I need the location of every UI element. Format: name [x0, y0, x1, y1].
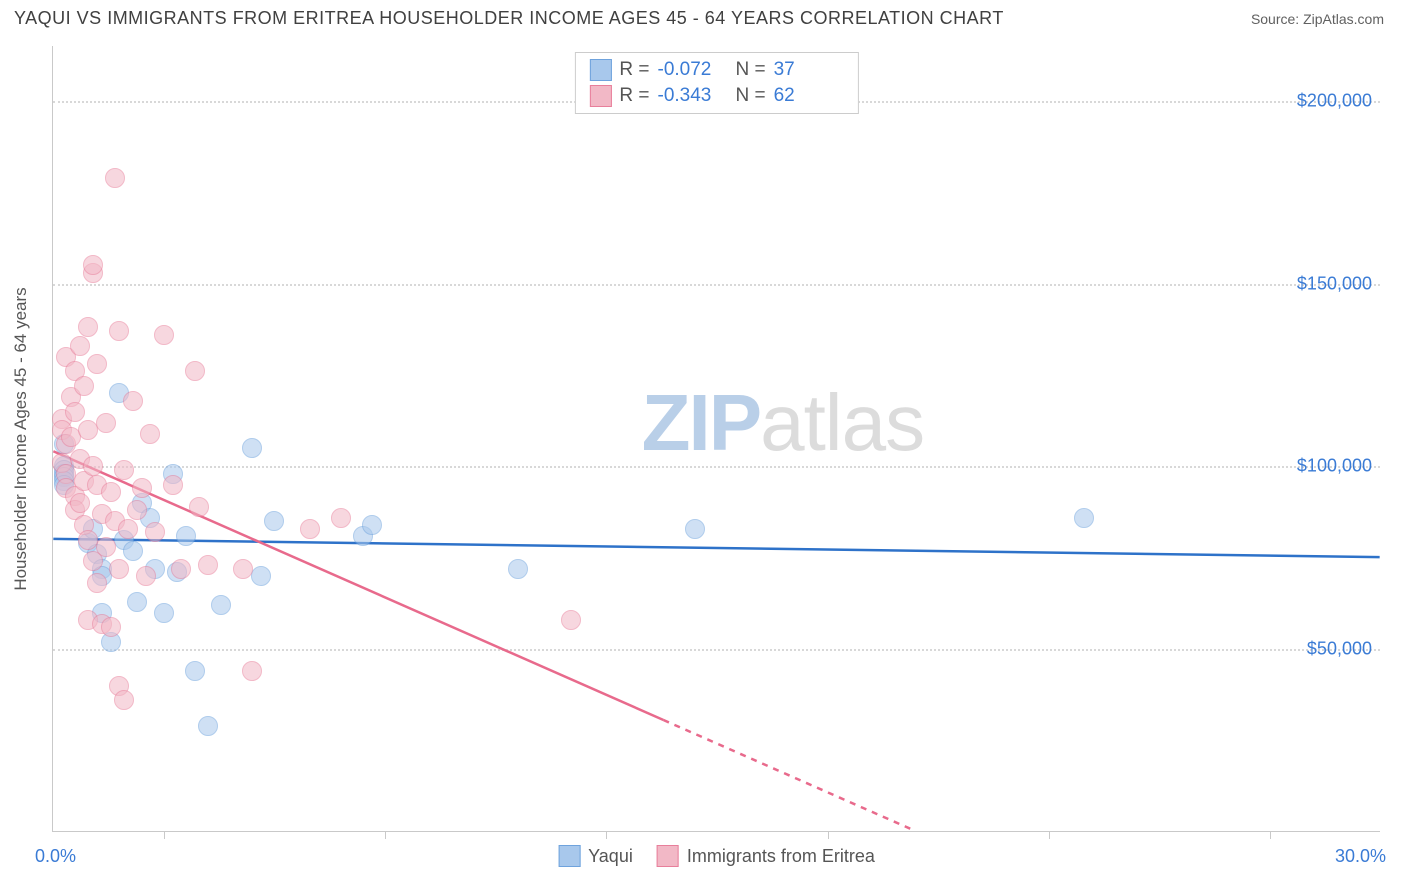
- gridline: [53, 649, 1380, 651]
- n-value: 37: [774, 59, 844, 81]
- data-point: [127, 500, 147, 520]
- legend-swatch: [558, 845, 580, 867]
- data-point: [87, 354, 107, 374]
- correlation-legend: R = -0.072 N = 37 R = -0.343 N = 62: [574, 52, 858, 114]
- n-label: N =: [736, 85, 766, 107]
- legend-swatch: [589, 85, 611, 107]
- data-point: [96, 537, 116, 557]
- data-point: [242, 438, 262, 458]
- data-point: [561, 610, 581, 630]
- data-point: [65, 402, 85, 422]
- source-attribution: Source: ZipAtlas.com: [1251, 11, 1384, 27]
- data-point: [508, 559, 528, 579]
- x-tick: [828, 831, 829, 839]
- data-point: [101, 482, 121, 502]
- data-point: [87, 573, 107, 593]
- legend-swatch: [589, 59, 611, 81]
- n-label: N =: [736, 59, 766, 81]
- y-tick-label: $50,000: [1307, 639, 1372, 660]
- n-value: 62: [774, 85, 844, 107]
- data-point: [78, 317, 98, 337]
- data-point: [145, 522, 165, 542]
- r-label: R =: [619, 85, 649, 107]
- data-point: [140, 424, 160, 444]
- data-point: [118, 519, 138, 539]
- series-name: Immigrants from Eritrea: [687, 846, 875, 867]
- data-point: [127, 592, 147, 612]
- x-tick: [385, 831, 386, 839]
- legend-row: R = -0.343 N = 62: [589, 83, 843, 109]
- data-point: [109, 559, 129, 579]
- data-point: [176, 526, 196, 546]
- data-point: [70, 493, 90, 513]
- data-point: [198, 555, 218, 575]
- data-point: [70, 336, 90, 356]
- data-point: [74, 376, 94, 396]
- data-point: [211, 595, 231, 615]
- data-point: [362, 515, 382, 535]
- data-point: [163, 475, 183, 495]
- data-point: [300, 519, 320, 539]
- data-point: [132, 478, 152, 498]
- legend-row: R = -0.072 N = 37: [589, 57, 843, 83]
- data-point: [154, 325, 174, 345]
- data-point: [1074, 508, 1094, 528]
- data-point: [264, 511, 284, 531]
- r-value: -0.343: [658, 85, 728, 107]
- data-point: [114, 690, 134, 710]
- data-point: [101, 617, 121, 637]
- r-label: R =: [619, 59, 649, 81]
- x-tick: [1270, 831, 1271, 839]
- gridline: [53, 284, 1380, 286]
- chart-title: YAQUI VS IMMIGRANTS FROM ERITREA HOUSEHO…: [14, 8, 1004, 29]
- legend-item: Immigrants from Eritrea: [657, 845, 875, 867]
- data-point: [331, 508, 351, 528]
- gridline: [53, 466, 1380, 468]
- data-point: [685, 519, 705, 539]
- data-point: [154, 603, 174, 623]
- data-point: [242, 661, 262, 681]
- data-point: [114, 460, 134, 480]
- data-point: [109, 321, 129, 341]
- y-tick-label: $150,000: [1297, 273, 1372, 294]
- data-point: [233, 559, 253, 579]
- x-axis-max-label: 30.0%: [1335, 846, 1386, 867]
- data-point: [83, 255, 103, 275]
- y-tick-label: $200,000: [1297, 90, 1372, 111]
- data-point: [198, 716, 218, 736]
- x-tick: [164, 831, 165, 839]
- x-tick: [606, 831, 607, 839]
- data-point: [83, 456, 103, 476]
- data-point: [96, 413, 116, 433]
- data-point: [136, 566, 156, 586]
- watermark: ZIPatlas: [642, 377, 924, 469]
- data-point: [189, 497, 209, 517]
- data-point: [123, 391, 143, 411]
- x-tick: [1049, 831, 1050, 839]
- y-tick-label: $100,000: [1297, 456, 1372, 477]
- data-point: [123, 541, 143, 561]
- series-name: Yaqui: [588, 846, 633, 867]
- data-point: [105, 168, 125, 188]
- scatter-chart: Householder Income Ages 45 - 64 years $5…: [52, 46, 1380, 832]
- x-axis-min-label: 0.0%: [35, 846, 76, 867]
- data-point: [185, 361, 205, 381]
- data-point: [171, 559, 191, 579]
- series-legend: Yaqui Immigrants from Eritrea: [558, 845, 875, 867]
- legend-item: Yaqui: [558, 845, 633, 867]
- data-point: [185, 661, 205, 681]
- y-axis-title: Householder Income Ages 45 - 64 years: [11, 287, 31, 590]
- r-value: -0.072: [658, 59, 728, 81]
- legend-swatch: [657, 845, 679, 867]
- data-point: [251, 566, 271, 586]
